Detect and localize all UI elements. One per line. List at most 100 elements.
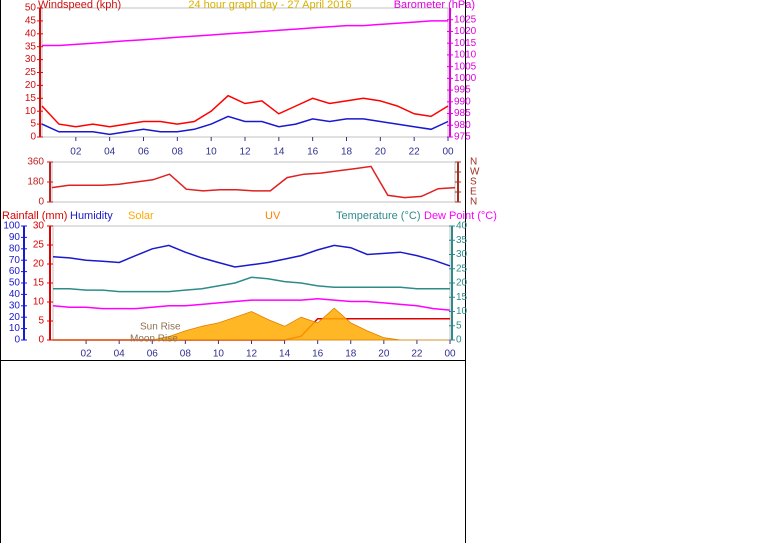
tick-label: 0 (38, 197, 44, 208)
tick-label: 1005 (454, 61, 477, 72)
x-tick-label: 06 (138, 147, 150, 158)
series-line (41, 94, 449, 128)
x-tick-label: 06 (147, 349, 159, 360)
tick-label: 90 (9, 232, 21, 243)
series-label: Solar (128, 210, 154, 222)
series-line (41, 115, 449, 136)
tick-label: 180 (27, 177, 44, 188)
tick-label: 40 (25, 28, 37, 39)
tick-label: 20 (33, 259, 45, 270)
y-axis-label: Windspeed (kph) (38, 0, 121, 11)
tick-label: 15 (456, 292, 468, 303)
tick-label: 15 (25, 93, 37, 104)
tick-label: W (470, 167, 480, 178)
tick-label: 0 (14, 335, 20, 346)
tick-label: 40 (456, 221, 468, 232)
tick-label: 15 (33, 278, 45, 289)
tick-label: S (470, 177, 477, 188)
series-label: Temperature (°C) (336, 210, 420, 222)
x-tick-label: 00 (444, 349, 456, 360)
series-line (53, 276, 450, 293)
x-tick-label: 22 (411, 349, 423, 360)
tick-label: 25 (33, 240, 45, 251)
tick-label: 100 (3, 221, 20, 232)
x-tick-label: 18 (341, 147, 353, 158)
tick-label: 1025 (454, 14, 477, 25)
x-tick-label: 12 (246, 349, 258, 360)
x-tick-label: 16 (307, 147, 319, 158)
tick-label: 70 (9, 255, 21, 266)
tick-label: 25 (25, 67, 37, 78)
tick-label: 80 (9, 243, 21, 254)
tick-label: E (470, 187, 477, 198)
tick-label: 25 (456, 263, 468, 274)
series-line (51, 165, 456, 199)
x-tick-label: 14 (273, 147, 285, 158)
annotation: Moon Rise (130, 334, 178, 345)
tick-label: 1015 (454, 38, 477, 49)
uv-label: UV (265, 210, 281, 222)
tick-label: 50 (25, 3, 37, 14)
x-tick-label: 02 (70, 147, 82, 158)
x-tick-label: 04 (104, 147, 116, 158)
series-line (52, 297, 451, 311)
tick-label: 5 (30, 119, 36, 130)
x-tick-label: 20 (375, 147, 387, 158)
tick-label: 40 (9, 289, 21, 300)
x-tick-label: 16 (312, 349, 324, 360)
tick-label: 985 (454, 108, 471, 119)
tick-label: 10 (9, 323, 21, 334)
y2-axis-label: Barometer (hPa) (394, 0, 475, 11)
x-tick-label: 22 (409, 147, 421, 158)
tick-label: 0 (30, 132, 36, 143)
plot-area (41, 7, 449, 138)
tick-label: 20 (9, 312, 21, 323)
series-label: Dew Point (°C) (424, 210, 497, 222)
tick-label: 995 (454, 85, 471, 96)
tick-label: 50 (9, 278, 21, 289)
chart-title: 24 hour graph day - 27 April 2016 (188, 0, 351, 11)
tick-label: 20 (25, 80, 37, 91)
tick-label: 30 (456, 249, 468, 260)
annotation: Sun Rise (140, 322, 181, 333)
tick-label: 10 (456, 306, 468, 317)
series-line (52, 244, 451, 268)
tick-label: 35 (25, 41, 37, 52)
x-tick-label: 14 (279, 349, 291, 360)
tick-label: 30 (33, 221, 45, 232)
tick-label: 45 (25, 16, 37, 27)
tick-label: 975 (454, 132, 471, 143)
x-tick-label: 10 (213, 349, 225, 360)
tick-label: 30 (25, 54, 37, 65)
tick-label: 990 (454, 96, 471, 107)
x-tick-label: 20 (378, 349, 390, 360)
tick-label: 10 (33, 297, 45, 308)
tick-label: 980 (454, 120, 471, 131)
x-tick-label: 04 (114, 349, 126, 360)
x-tick-label: 02 (81, 349, 93, 360)
tick-label: N (470, 197, 477, 208)
tick-label: 360 (27, 157, 44, 168)
x-tick-label: 12 (239, 147, 251, 158)
tick-label: 30 (9, 300, 21, 311)
x-tick-label: 18 (345, 349, 357, 360)
x-tick-label: 00 (442, 147, 454, 158)
x-tick-label: 08 (172, 147, 184, 158)
tick-label: 0 (38, 335, 44, 346)
tick-label: 20 (456, 278, 468, 289)
tick-label: 35 (456, 235, 468, 246)
series-line (42, 20, 448, 47)
x-tick-label: 10 (206, 147, 218, 158)
tick-label: 1000 (454, 73, 477, 84)
tick-label: 5 (456, 320, 462, 331)
tick-label: 0 (456, 335, 462, 346)
x-tick-label: 08 (180, 349, 192, 360)
tick-label: 60 (9, 266, 21, 277)
series-label: Rainfall (mm) (2, 210, 67, 222)
tick-label: N (470, 157, 477, 168)
tick-label: 1010 (454, 50, 477, 61)
tick-label: 1020 (454, 26, 477, 37)
series-area (53, 307, 450, 341)
tick-label: 5 (38, 316, 44, 327)
